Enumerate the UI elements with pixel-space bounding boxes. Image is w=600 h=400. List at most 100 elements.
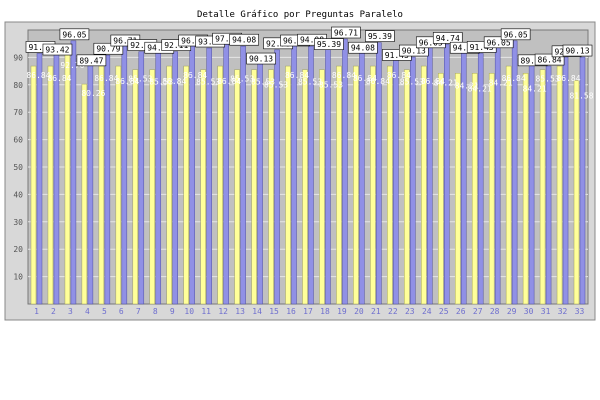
value-label-series-1: 92.11	[130, 41, 154, 50]
x-tick-label: 25	[439, 307, 449, 316]
value-label-box	[562, 44, 593, 57]
value-label-series-2: 85.53	[128, 75, 152, 84]
bar-series-1	[562, 49, 569, 305]
value-label-series-1: 90.13	[402, 47, 426, 56]
value-label-series-1: 89.47	[79, 56, 103, 65]
value-label-box	[229, 33, 259, 46]
value-label-series-2: 86.84	[26, 71, 50, 80]
x-tick-label: 3	[68, 307, 73, 316]
value-label-series-1: 96.05	[504, 30, 528, 39]
y-tick-label: 40	[13, 190, 23, 199]
value-label-series-1: 96.71	[283, 37, 307, 46]
value-label-series-2: 84.21	[523, 84, 547, 93]
bar-series-1	[53, 47, 60, 305]
value-label-series-2: 85.53	[264, 81, 288, 90]
value-label-series-1: 95.39	[368, 32, 392, 41]
value-label-series-1: 95.39	[317, 40, 341, 49]
x-tick-label: 13	[235, 307, 245, 316]
value-label-box	[331, 26, 361, 39]
value-label-series-1: 96.71	[113, 37, 137, 46]
grid-lines	[28, 56, 588, 278]
bar-series-2	[302, 69, 308, 305]
x-tick-label: 8	[153, 307, 158, 316]
x-tick-label: 9	[170, 307, 175, 316]
value-label-series-1: 89.47	[521, 56, 545, 65]
x-tick-label: 16	[286, 307, 296, 316]
bar-series-1	[308, 45, 314, 305]
value-label-box	[348, 41, 378, 54]
value-label-box	[314, 38, 344, 50]
bar-series-2	[217, 65, 223, 305]
x-tick-label: 33	[575, 307, 585, 316]
bar-series-2	[353, 65, 359, 305]
y-axis-ticks: 10 20 30 40 50 60 70 80 90	[13, 53, 23, 281]
x-tick-label: 5	[102, 307, 107, 316]
value-label-series-2: 85.53	[251, 78, 275, 87]
value-label-series-1: 91.45	[28, 43, 52, 52]
x-tick-label: 26	[456, 307, 466, 316]
value-label-series-1: 91.45	[470, 43, 494, 52]
x-tick-label: 32	[558, 307, 568, 316]
value-label-series-2: 84.21	[489, 78, 513, 87]
bar-series-1	[376, 42, 382, 305]
y-tick-label: 80	[13, 81, 23, 90]
bar-series-2	[488, 73, 495, 305]
bar-series-2	[47, 65, 54, 305]
x-tick-label: 11	[201, 307, 211, 316]
value-label-series-1: 96.05	[487, 38, 511, 47]
x-tick-label: 28	[490, 307, 500, 316]
bar-series-2	[556, 65, 563, 305]
bar-series-2	[370, 65, 376, 305]
bar-series-2	[387, 65, 393, 305]
value-label-series-1: 96.05	[62, 30, 86, 39]
x-tick-label: 20	[354, 307, 364, 316]
value-label-series-2: 92.76	[60, 61, 84, 70]
value-label-series-2: 86.84	[115, 77, 139, 86]
bar-series-2	[166, 65, 172, 305]
value-label-series-1: 92.76	[266, 39, 290, 48]
value-label-series-2: 85.53	[400, 78, 424, 87]
value-label-series-1: 94.08	[300, 36, 324, 45]
value-label-series-2: 86.84	[217, 77, 241, 86]
bar-series-2	[268, 69, 274, 305]
value-label-series-2: 81.58	[569, 91, 593, 100]
bar-series-1	[528, 58, 535, 305]
value-label-series-1: 96.71	[334, 29, 358, 38]
x-tick-label: 6	[119, 307, 124, 316]
value-label-series-2: 86.84	[353, 74, 377, 83]
value-label-series-2: 84.21	[455, 81, 479, 90]
bars	[30, 36, 586, 305]
x-tick-label: 1	[34, 307, 39, 316]
value-label-series-1: 90.79	[96, 45, 120, 54]
value-label-series-2: 86.84	[285, 71, 309, 80]
value-label-series-2: 85.53	[298, 78, 322, 87]
bar-series-2	[539, 69, 546, 305]
bar-series-1	[477, 53, 484, 305]
x-tick-label: 7	[136, 307, 141, 316]
value-label-series-1: 93.42	[198, 38, 222, 47]
bar-series-2	[404, 69, 410, 305]
x-tick-label: 24	[422, 307, 432, 316]
bar-series-2	[438, 73, 444, 305]
bar-series-1	[70, 40, 77, 305]
bar-series-2	[336, 65, 342, 305]
value-label-series-2: 86.84	[387, 71, 411, 80]
value-label-series-2: 84.21	[434, 78, 458, 87]
x-tick-label: 14	[252, 307, 262, 316]
bar-series-1	[104, 54, 111, 305]
bar-series-2	[421, 65, 427, 305]
value-label-series-2: 85.53	[230, 75, 254, 84]
chart-title: Detalle Gráfico por Preguntas Paralelo	[197, 10, 403, 20]
value-label-box	[59, 28, 90, 41]
bar-series-1	[444, 44, 450, 305]
bar-series-2	[454, 73, 461, 305]
value-label-series-1: 94.08	[453, 44, 477, 53]
x-axis-labels: 1 2 3 4 5 6 7 8 9 10 11 12 13 14 15 16 17 18 19 20 21 22 23 24 2…	[34, 307, 584, 316]
x-tick-label: 21	[371, 307, 381, 316]
value-label-box	[42, 43, 73, 56]
x-tick-label: 2	[51, 307, 56, 316]
bar-series-1	[206, 47, 212, 305]
value-label-box	[76, 54, 107, 67]
value-label-series-2: 86.84	[94, 74, 118, 83]
